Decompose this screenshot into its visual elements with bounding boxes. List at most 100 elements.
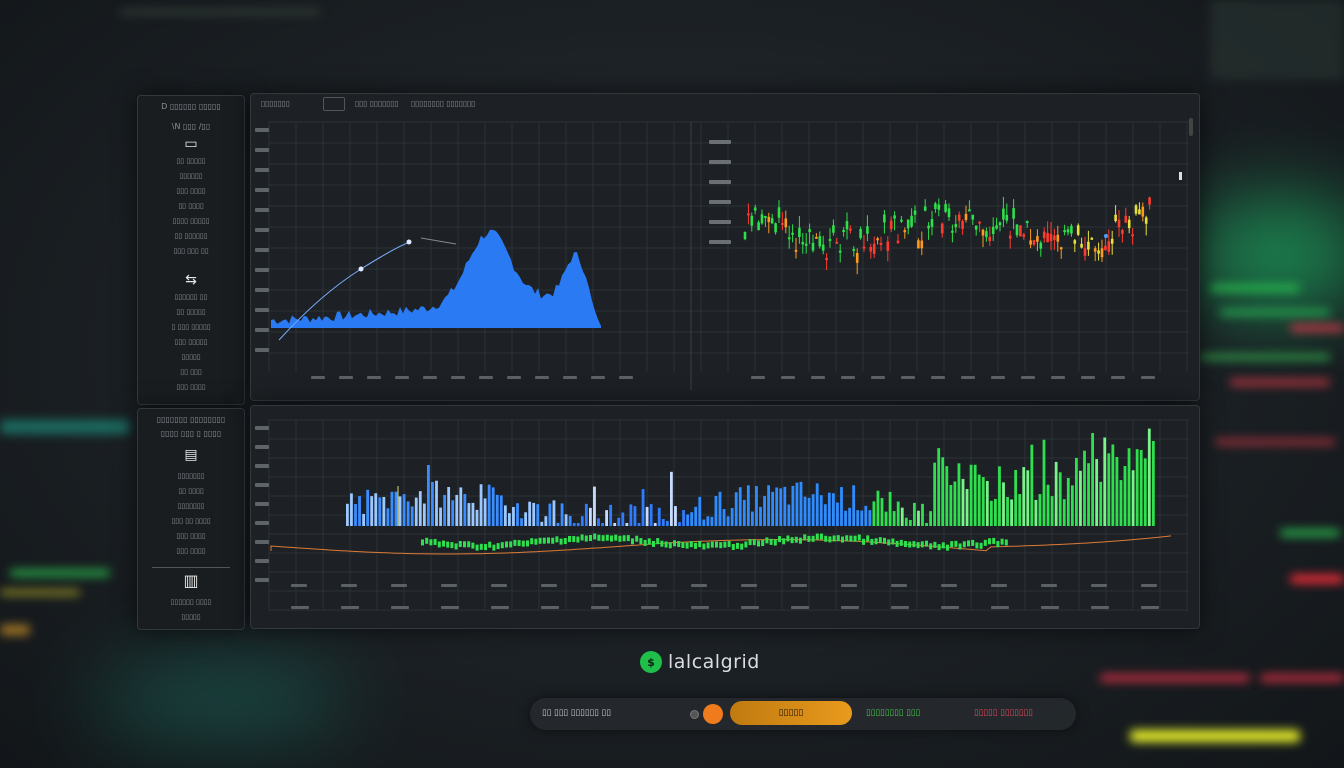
sidebar-item[interactable]: ▯▯ ▯▯▯▯ <box>178 487 204 495</box>
x-tick-label <box>1081 376 1095 379</box>
status-pill-button[interactable]: ▯▯▯▯▯ <box>730 701 852 725</box>
candle-body <box>1019 225 1022 237</box>
volume-bar <box>548 503 552 526</box>
volume-bar <box>1002 482 1005 526</box>
sidebar-item[interactable]: ▯▯▯ ▯▯ ▯▯▯▯ <box>171 517 211 525</box>
scrollbar[interactable] <box>1189 118 1193 136</box>
candle-body <box>1100 248 1104 258</box>
candle-body <box>842 229 845 233</box>
x-tick-label <box>991 606 1009 609</box>
sidebar-item[interactable]: ▯▯ ▯▯▯▯▯ <box>176 308 206 316</box>
sidebar-item[interactable]: ▯▯▯ ▯▯▯▯ <box>176 187 206 195</box>
volume-bar <box>1135 449 1139 526</box>
volume-bar <box>1143 458 1147 526</box>
histogram-bar <box>849 535 853 542</box>
sidebar-item[interactable]: ▯▯▯ ▯▯▯▯ <box>176 383 206 391</box>
volume-bar <box>872 501 876 526</box>
histogram-bar <box>715 541 718 548</box>
window-icon[interactable]: ▭ <box>184 136 198 152</box>
volume-bar <box>803 496 807 526</box>
volume-bar <box>589 507 592 526</box>
tab-icon[interactable] <box>323 97 345 111</box>
x-tick-label <box>891 606 909 609</box>
candle-body <box>1036 236 1039 242</box>
sidebar-item[interactable]: ▯▯▯ ▯▯▯ ▯▯ <box>173 247 209 255</box>
tab-2[interactable]: ▯▯▯ ▯▯▯▯▯▯▯ <box>355 99 399 108</box>
histogram-bar <box>631 538 634 545</box>
sidebar-item[interactable]: ▯▯ ▯▯▯▯ <box>178 202 204 210</box>
volume-bar <box>536 504 540 526</box>
volume-bar <box>973 464 977 526</box>
tab-1[interactable]: ▯▯▯▯▯▯▯ <box>261 99 290 108</box>
candle-body <box>1070 225 1073 234</box>
candle-body <box>821 244 825 251</box>
sidebar-footer-item[interactable]: ▯▯▯▯▯▯ ▯▯▯▯ <box>170 598 212 606</box>
sidebar-item[interactable]: ▯▯ ▯▯▯▯▯ <box>176 157 206 165</box>
y-tick-label <box>255 188 269 192</box>
candle-body <box>913 210 917 215</box>
sidebar-item[interactable]: ▯▯▯▯ ▯▯▯▯▯ <box>172 217 210 225</box>
histogram-bar <box>702 543 706 550</box>
volume-bar <box>572 523 576 526</box>
volume-bar <box>431 481 434 526</box>
candle-body <box>1131 234 1134 237</box>
histogram-bar <box>988 538 991 545</box>
histogram-bar <box>1004 539 1008 546</box>
volume-bar <box>1147 428 1151 526</box>
candle-body <box>1138 209 1141 215</box>
volume-bar <box>981 477 985 526</box>
volume-bar <box>414 497 418 526</box>
volume-bar <box>1079 470 1082 526</box>
histogram-bar <box>941 542 945 549</box>
sidebar-item[interactable]: ▯▯▯ ▯▯▯▯ <box>176 532 206 540</box>
sidebar-item[interactable]: ▯▯▯▯▯▯▯ <box>177 472 205 480</box>
histogram-bar <box>954 540 958 547</box>
folder-icon[interactable]: ▤ <box>184 447 198 463</box>
tab-3[interactable]: ▯▯▯▯▯▯▯▯ ▯▯▯▯▯▯▯ <box>411 99 476 108</box>
sidebar-item[interactable]: ▯▯▯ ▯▯▯▯ <box>176 547 206 555</box>
volume-bar <box>738 487 742 526</box>
volume-bar <box>475 509 479 526</box>
sidebar-item[interactable]: ▯▯▯▯▯▯▯ <box>177 502 205 510</box>
sidebar-item[interactable]: ▯▯▯▯▯▯ <box>179 172 203 180</box>
candle-body <box>798 227 801 238</box>
dollar-icon: $ <box>640 651 662 673</box>
candle-body <box>903 230 907 233</box>
histogram-bar <box>547 537 550 544</box>
volume-bar <box>706 516 710 526</box>
sidebar-item[interactable]: ▯▯▯ ▯▯▯▯▯ <box>174 338 208 346</box>
sidebar-item[interactable]: ▯▯▯▯▯ <box>181 353 201 361</box>
volume-bar <box>1115 456 1119 526</box>
histogram-bar <box>740 543 744 550</box>
histogram-bar <box>446 541 450 548</box>
histogram-bar <box>589 535 592 542</box>
record-icon[interactable] <box>703 704 723 724</box>
candle-body <box>930 219 934 227</box>
sidebar-item[interactable]: ▯▯ ▯▯▯ <box>180 368 202 376</box>
histogram-bar <box>723 541 727 548</box>
sidebar-footer-item[interactable]: ▯▯▯▯▯ <box>181 613 201 621</box>
candle-body <box>1049 233 1053 242</box>
candle-body <box>760 214 764 224</box>
volume-bar <box>799 481 803 526</box>
histogram-bar <box>719 542 723 549</box>
arrows-icon[interactable]: ⇆ <box>185 272 197 288</box>
document-icon[interactable]: ▥ <box>183 571 199 590</box>
histogram-bar <box>950 541 954 548</box>
candle-body <box>995 225 998 229</box>
histogram-bar <box>593 533 597 540</box>
candle-body <box>855 253 859 263</box>
candle-body <box>879 242 883 245</box>
histogram-bar <box>563 538 567 545</box>
candle-body <box>767 216 771 223</box>
sidebar-item[interactable]: ▯ ▯▯▯ ▯▯▯▯▯ <box>171 323 211 331</box>
histogram-bar <box>681 541 685 548</box>
volume-bar <box>653 523 657 526</box>
sidebar-item[interactable]: ▯▯▯▯▯▯ ▯▯ <box>174 293 208 301</box>
sidebar-item[interactable]: ▯▯ ▯▯▯▯▯▯ <box>174 232 208 240</box>
candle-body <box>743 231 747 240</box>
histogram-bar <box>698 541 702 548</box>
histogram-bar <box>500 542 504 549</box>
volume-bar <box>613 523 617 526</box>
histogram-bar <box>505 541 508 548</box>
